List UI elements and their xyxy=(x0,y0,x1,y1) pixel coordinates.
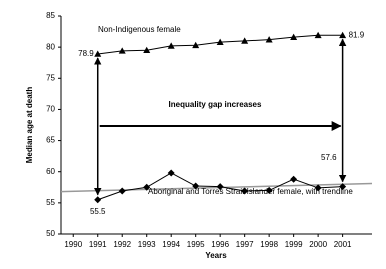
marker xyxy=(94,50,102,57)
y-tick-label: 75 xyxy=(46,73,55,82)
marker xyxy=(118,187,126,195)
marker xyxy=(290,175,298,183)
value-label: 55.5 xyxy=(90,207,106,216)
x-tick-label: 1997 xyxy=(236,240,254,249)
y-tick-label: 60 xyxy=(46,167,55,176)
x-tick-label: 1991 xyxy=(89,240,107,249)
y-tick-label: 55 xyxy=(46,198,55,207)
x-tick-label: 1995 xyxy=(187,240,205,249)
marker xyxy=(339,183,347,191)
marker xyxy=(216,38,224,45)
trendline xyxy=(60,182,373,193)
y-tick-label: 65 xyxy=(46,136,55,145)
x-tick-label: 1996 xyxy=(211,240,229,249)
marker xyxy=(192,182,200,190)
marker xyxy=(241,187,249,195)
marker xyxy=(167,169,175,177)
marker xyxy=(265,36,273,43)
value-label: 57.6 xyxy=(321,153,337,162)
marker xyxy=(241,37,249,44)
value-label: 78.9 xyxy=(78,49,94,58)
x-axis-title: Years xyxy=(205,251,227,260)
y-tick-label: 80 xyxy=(46,42,55,51)
series-label: Non-Indigenous female xyxy=(98,25,181,34)
marker xyxy=(143,46,151,54)
marker xyxy=(265,186,273,194)
x-tick-label: 2001 xyxy=(334,240,352,249)
y-tick-label: 85 xyxy=(46,11,55,20)
x-tick-label: 1993 xyxy=(138,240,156,249)
series-label: Aboriginal and Torres Strait Islander fe… xyxy=(148,187,353,196)
marker xyxy=(143,183,151,191)
x-tick-label: 1999 xyxy=(285,240,303,249)
marker xyxy=(167,42,175,49)
marker xyxy=(290,33,298,40)
marker xyxy=(192,41,200,49)
marker xyxy=(339,31,347,39)
x-tick-label: 1990 xyxy=(64,240,82,249)
marker xyxy=(118,47,126,54)
annotation: Inequality gap increases xyxy=(169,100,262,109)
x-tick-label: 1992 xyxy=(113,240,131,249)
value-label: 81.9 xyxy=(349,30,365,39)
x-tick-label: 1994 xyxy=(162,240,180,249)
y-tick-label: 70 xyxy=(46,105,55,114)
marker xyxy=(314,31,322,39)
y-axis-title: Median age at death xyxy=(25,87,34,164)
marker xyxy=(94,196,102,204)
y-tick-label: 50 xyxy=(46,229,55,238)
x-tick-label: 1998 xyxy=(260,240,278,249)
marker xyxy=(314,184,322,192)
x-tick-label: 2000 xyxy=(309,240,327,249)
marker xyxy=(216,183,224,191)
